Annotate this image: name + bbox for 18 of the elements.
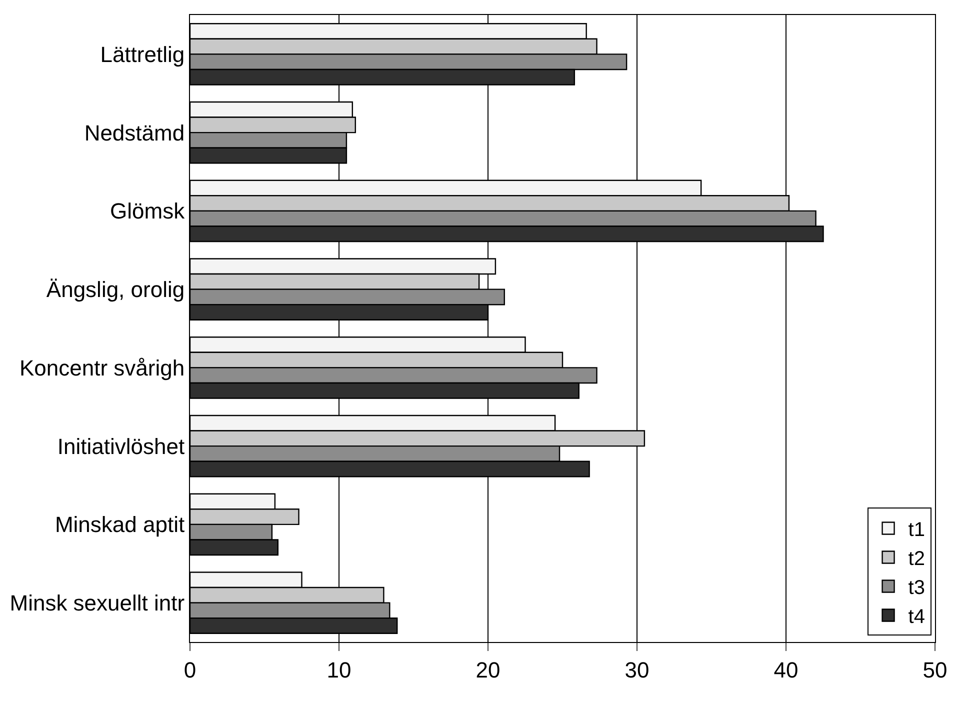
x-tick-label: 40 <box>774 657 798 682</box>
y-tick-label: Nedstämd <box>84 120 185 146</box>
y-tick-label: Ängslig, orolig <box>46 277 185 302</box>
legend-label: t1 <box>908 519 925 542</box>
legend-label: t4 <box>908 606 925 628</box>
x-tick-label: 10 <box>326 657 352 682</box>
y-tick-label: Koncentr svårigh <box>20 355 185 380</box>
y-tick-label: Minskad aptit <box>54 512 185 538</box>
legend-label: t3 <box>908 577 925 600</box>
y-tick-label: Glömsk <box>110 198 186 224</box>
y-tick-label: Initiativlöshet <box>57 434 185 459</box>
x-tick-label: 20 <box>476 657 500 682</box>
x-tick-label: 0 <box>184 657 196 682</box>
x-tick-label: 30 <box>624 657 650 682</box>
legend-label: t2 <box>908 548 925 570</box>
x-tick-label: 50 <box>922 657 948 682</box>
y-tick-label: Lättretlig <box>100 42 185 67</box>
y-tick-label: Minsk sexuellt intr <box>10 590 185 616</box>
